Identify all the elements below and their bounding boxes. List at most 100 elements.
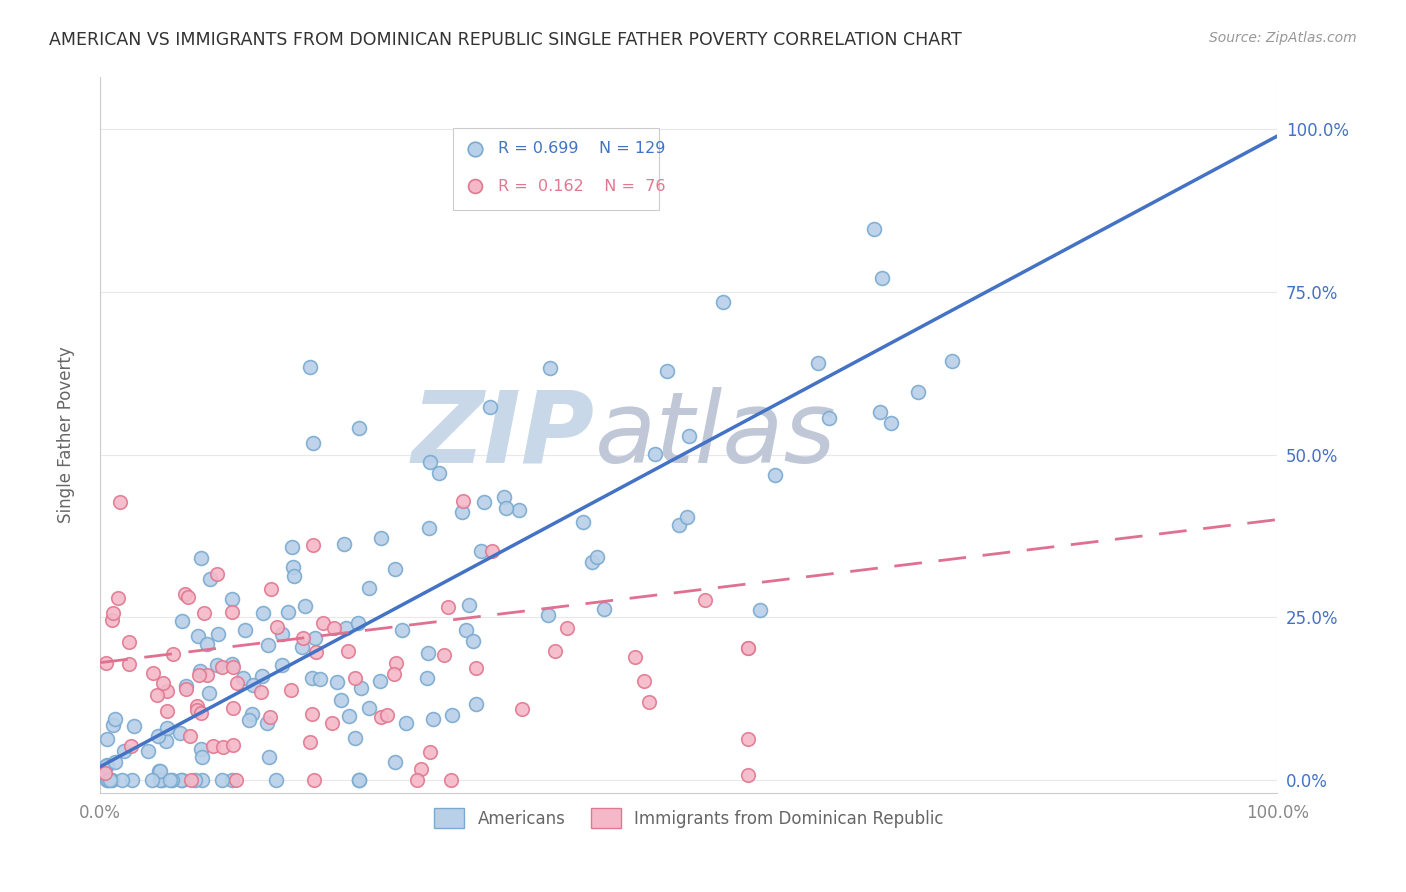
Point	[221, 592, 243, 607]
Point	[155, 722, 177, 736]
Point	[370, 710, 392, 724]
Point	[146, 729, 169, 743]
Point	[321, 716, 343, 731]
Point	[198, 572, 221, 586]
Point	[433, 648, 456, 662]
Point	[880, 416, 903, 430]
Point	[301, 538, 323, 552]
Point	[492, 490, 515, 504]
Point	[141, 772, 163, 787]
Point	[571, 515, 593, 529]
Point	[644, 447, 666, 461]
Point	[238, 714, 260, 728]
Point	[169, 725, 191, 739]
Point	[336, 644, 359, 658]
Text: ZIP: ZIP	[412, 386, 595, 483]
Point	[678, 429, 700, 443]
Point	[385, 656, 408, 670]
Point	[581, 555, 603, 569]
Point	[384, 562, 406, 576]
Point	[655, 364, 678, 378]
Point	[370, 531, 392, 545]
Point	[907, 385, 929, 400]
Point	[188, 665, 211, 679]
Point	[190, 551, 212, 566]
Point	[195, 668, 218, 682]
Point	[271, 627, 294, 641]
Point	[633, 674, 655, 689]
Point	[260, 582, 283, 596]
Point	[149, 764, 172, 779]
Point	[294, 599, 316, 614]
Point	[271, 658, 294, 673]
Point	[232, 671, 254, 685]
Point	[159, 772, 181, 787]
Point	[439, 772, 461, 787]
Point	[207, 627, 229, 641]
Point	[326, 675, 349, 690]
Point	[186, 702, 208, 716]
Point	[156, 704, 179, 718]
Point	[458, 598, 481, 612]
Point	[391, 623, 413, 637]
Point	[281, 560, 304, 574]
Point	[869, 405, 891, 419]
Point	[198, 686, 221, 700]
Point	[481, 544, 503, 558]
Point	[94, 758, 117, 772]
Point	[174, 679, 197, 693]
Point	[97, 772, 120, 787]
Point	[221, 772, 243, 787]
Point	[737, 768, 759, 782]
Point	[419, 745, 441, 759]
Point	[298, 360, 321, 375]
Point	[176, 682, 198, 697]
Point	[304, 631, 326, 645]
Point	[156, 684, 179, 698]
Point	[190, 742, 212, 756]
Point	[101, 772, 124, 787]
Point	[375, 708, 398, 723]
Point	[422, 712, 444, 726]
Point	[510, 702, 533, 716]
Point	[359, 582, 381, 596]
Point	[149, 772, 172, 787]
Point	[94, 656, 117, 670]
Point	[205, 658, 228, 673]
Point	[121, 772, 143, 787]
Point	[470, 544, 492, 558]
Point	[463, 633, 485, 648]
Point	[872, 271, 894, 285]
Point	[418, 520, 440, 534]
Point	[96, 772, 118, 787]
Point	[222, 739, 245, 753]
Point	[259, 710, 281, 724]
Point	[474, 495, 496, 509]
Point	[537, 608, 560, 623]
Point	[464, 187, 486, 202]
Point	[101, 607, 124, 621]
Point	[142, 666, 165, 681]
Point	[193, 607, 215, 621]
Point	[169, 772, 191, 787]
Point	[211, 772, 233, 787]
Text: Source: ZipAtlas.com: Source: ZipAtlas.com	[1209, 31, 1357, 45]
Text: AMERICAN VS IMMIGRANTS FROM DOMINICAN REPUBLIC SINGLE FATHER POVERTY CORRELATION: AMERICAN VS IMMIGRANTS FROM DOMINICAN RE…	[49, 31, 962, 49]
Point	[211, 660, 233, 674]
Point	[624, 649, 647, 664]
Point	[177, 591, 200, 605]
Point	[103, 756, 125, 770]
Point	[162, 648, 184, 662]
Point	[186, 698, 208, 713]
Point	[212, 740, 235, 755]
Point	[343, 731, 366, 745]
Point	[349, 772, 371, 787]
Point	[538, 361, 561, 376]
Point	[160, 772, 183, 787]
Point	[225, 772, 247, 787]
Point	[191, 750, 214, 764]
Point	[172, 614, 194, 628]
Point	[436, 599, 458, 614]
Point	[221, 605, 243, 619]
Point	[335, 621, 357, 635]
